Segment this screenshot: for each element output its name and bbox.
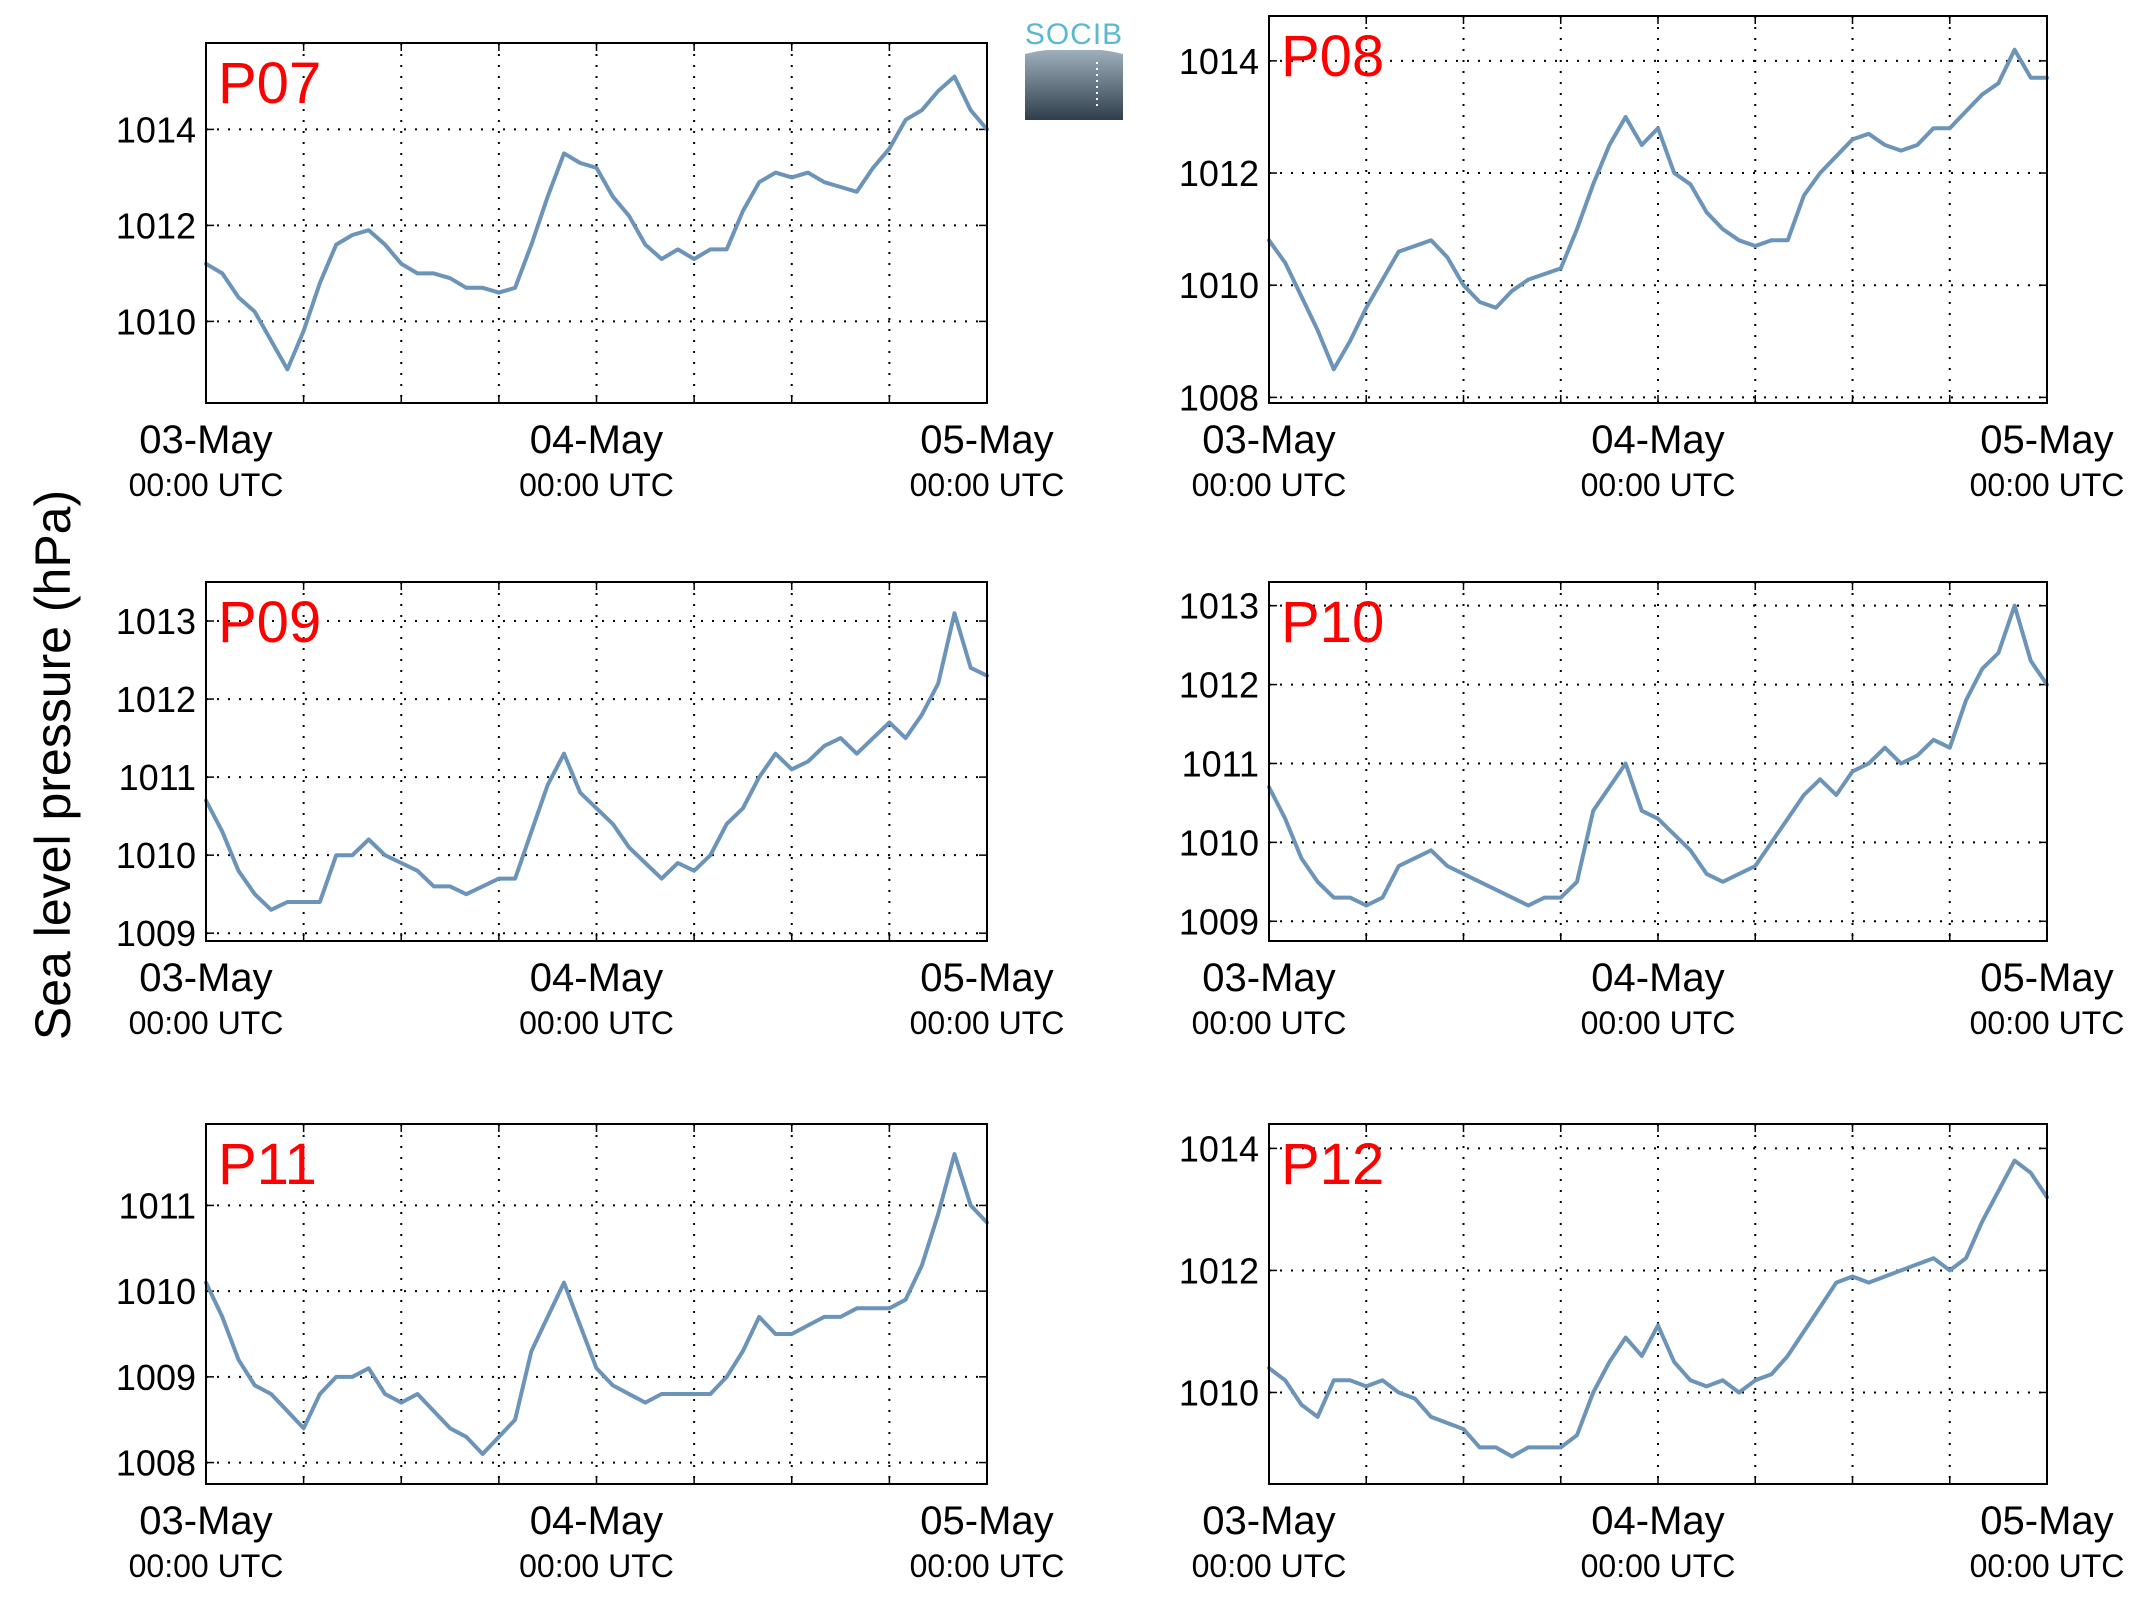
y-tick-label: 1012 — [116, 679, 196, 720]
y-tick-label: 1010 — [116, 301, 196, 342]
y-tick-label: 1014 — [1179, 41, 1259, 82]
x-tick-label-date: 03-May — [1202, 418, 1335, 462]
x-tick-label-date: 03-May — [139, 418, 272, 462]
x-tick-label-time: 00:00 UTC — [1581, 1005, 1736, 1041]
socib-logo: SOCIB — [1025, 18, 1123, 120]
x-tick-label-time: 00:00 UTC — [129, 1548, 284, 1584]
x-tick-label-time: 00:00 UTC — [519, 1548, 674, 1584]
x-tick-label-date: 05-May — [920, 1499, 1053, 1543]
y-axis-label: Sea level pressure (hPa) — [25, 490, 81, 1040]
x-tick-label-date: 03-May — [139, 956, 272, 1000]
axes-frame — [1268, 15, 2048, 404]
panel-label: P07 — [218, 51, 321, 116]
x-tick-label-date: 05-May — [920, 956, 1053, 1000]
x-tick-label-date: 05-May — [920, 418, 1053, 462]
x-tick-label-time: 00:00 UTC — [1192, 1548, 1347, 1584]
series-line-p07 — [204, 74, 989, 372]
y-tick-label: 1014 — [116, 109, 196, 150]
series-line-p12 — [1267, 1158, 2049, 1459]
series-line-p09 — [204, 611, 989, 912]
axes-frame — [205, 42, 988, 404]
panel-p07: 1010 1012 1014 03-May 00:00 UTC 04-May 00:00 U… — [116, 42, 1065, 503]
y-tick-label: 1010 — [116, 1271, 196, 1312]
panel-label: P09 — [218, 590, 321, 655]
x-tick-label-date: 04-May — [1591, 418, 1724, 462]
x-tick-label-time: 00:00 UTC — [1970, 1005, 2125, 1041]
x-tick-label-date: 04-May — [1591, 956, 1724, 1000]
series-line-p11 — [204, 1152, 989, 1456]
x-tick-label-time: 00:00 UTC — [519, 467, 674, 503]
series-line-p08 — [1267, 47, 2049, 372]
x-tick-label-time: 00:00 UTC — [129, 1005, 284, 1041]
y-tick-label: 1011 — [1182, 743, 1259, 784]
x-tick-label-time: 00:00 UTC — [1192, 467, 1347, 503]
y-tick-label: 1010 — [1179, 265, 1259, 306]
x-tick-label-date: 05-May — [1980, 956, 2113, 1000]
x-tick-label-time: 00:00 UTC — [1970, 1548, 2125, 1584]
x-tick-label-date: 05-May — [1980, 418, 2113, 462]
x-tick-label-date: 04-May — [530, 1499, 663, 1543]
y-tick-label: 1010 — [1179, 822, 1259, 863]
panel-p10: 1009 1010 1011 1012 1013 03-May 00:00 UTC 04-Ma… — [1179, 581, 2125, 1041]
y-tick-label: 1008 — [1179, 377, 1259, 418]
y-tick-label: 1012 — [1179, 665, 1259, 706]
x-tick-label-time: 00:00 UTC — [910, 1005, 1065, 1041]
x-tick-label-time: 00:00 UTC — [910, 467, 1065, 503]
x-tick-label-time: 00:00 UTC — [910, 1548, 1065, 1584]
x-tick-label-date: 04-May — [530, 956, 663, 1000]
axes-frame — [205, 1123, 988, 1485]
panel-p12: 1010 1012 1014 03-May 00:00 UTC 04-May 00:00 U… — [1179, 1123, 2125, 1584]
panel-p08: 1008 1010 1012 1014 03-May 00:00 UTC 04-May 00:… — [1179, 15, 2125, 503]
y-tick-label: 1009 — [1179, 901, 1259, 942]
x-tick-label-date: 03-May — [1202, 956, 1335, 1000]
axes-frame — [1268, 581, 2048, 942]
y-tick-label: 1009 — [116, 913, 196, 954]
x-tick-label-date: 04-May — [1591, 1499, 1724, 1543]
x-tick-label-date: 03-May — [139, 1499, 272, 1543]
panels: 1010 1012 1014 03-May 00:00 UTC 04-May 00:00 U… — [116, 15, 2125, 1584]
y-tick-label: 1010 — [1179, 1372, 1259, 1413]
y-tick-label: 1011 — [119, 757, 196, 798]
x-tick-label-date: 03-May — [1202, 1499, 1335, 1543]
y-tick-label: 1014 — [1179, 1128, 1259, 1169]
y-tick-label: 1013 — [116, 601, 196, 642]
x-tick-label-date: 04-May — [530, 418, 663, 462]
panel-label: P10 — [1281, 590, 1384, 655]
x-tick-label-time: 00:00 UTC — [129, 467, 284, 503]
y-tick-label: 1013 — [1179, 586, 1259, 627]
axes-frame — [1268, 1123, 2048, 1485]
panel-label: P08 — [1281, 24, 1384, 89]
logo-block — [1025, 50, 1123, 120]
panel-label: P12 — [1281, 1132, 1384, 1197]
y-tick-label: 1011 — [119, 1185, 196, 1226]
y-tick-label: 1012 — [1179, 153, 1259, 194]
x-tick-label-date: 05-May — [1980, 1499, 2113, 1543]
x-tick-label-time: 00:00 UTC — [1970, 467, 2125, 503]
y-tick-label: 1009 — [116, 1357, 196, 1398]
logo-text: SOCIB — [1025, 18, 1123, 51]
x-tick-label-time: 00:00 UTC — [1581, 467, 1736, 503]
panel-p11: 1008 1009 1010 1011 03-May 00:00 UTC 04-May 00:… — [116, 1123, 1065, 1584]
series-line-p10 — [1267, 603, 2049, 908]
x-tick-label-time: 00:00 UTC — [1581, 1548, 1736, 1584]
y-tick-label: 1008 — [116, 1443, 196, 1484]
panel-p09: 1009 1010 1011 1012 1013 03-May 00:00 UTC 04-Ma… — [116, 581, 1065, 1041]
y-tick-label: 1012 — [116, 205, 196, 246]
y-tick-label: 1012 — [1179, 1250, 1259, 1291]
x-tick-label-time: 00:00 UTC — [1192, 1005, 1347, 1041]
axes-frame — [205, 581, 988, 942]
y-tick-label: 1010 — [116, 835, 196, 876]
x-tick-label-time: 00:00 UTC — [519, 1005, 674, 1041]
logo-wave — [1025, 48, 1123, 54]
panel-label: P11 — [218, 1132, 317, 1197]
